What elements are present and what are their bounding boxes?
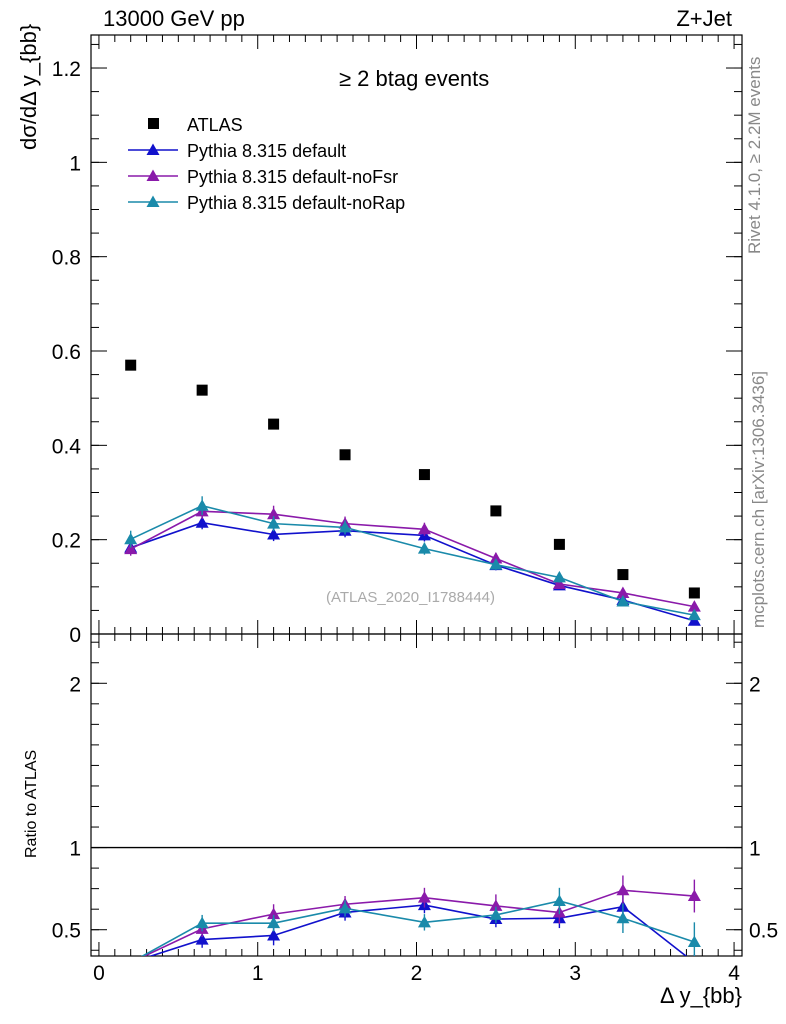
y-tick-label: 1 [69,152,81,175]
main-y-axis-label: dσ/dΔ y_{bb} [16,24,42,150]
y-tick-label: 1 [69,838,81,861]
ratio-data-point [267,907,281,920]
y-tick-label: 0.5 [52,920,81,943]
series-0 [125,359,700,599]
x-tick-label: 2 [411,962,423,985]
ratio-data-point [195,933,209,945]
x-tick-label: 1 [252,962,264,985]
legend-label: Pythia 8.315 default-noRap [187,193,405,213]
data-point-atlas [688,587,700,599]
data-point [687,600,701,612]
data-point-atlas [490,505,502,517]
data-point [552,570,566,583]
data-point [267,517,281,529]
data-point-atlas [268,418,280,430]
y-tick-label-right: 0.5 [749,920,778,943]
data-point-atlas [125,359,137,371]
mcplots-label: mcplots.cern.ch [arXiv:1306.3436] [749,370,768,628]
y-tick-label: 0.2 [52,530,81,553]
ratio-data-point [687,889,701,902]
ratio-data-point [552,894,566,906]
series-1 [124,516,701,626]
y-tick-label: 1.2 [52,58,81,81]
selection-label: ≥ 2 btag events [339,66,490,91]
ratio-x-axis-label: Δ y_{bb} [660,983,742,1008]
ratio-plot-area [124,875,701,968]
ratio-data-point [267,916,281,929]
ratio-series-line [148,904,688,956]
y-tick-label: 0.8 [52,247,81,270]
legend-marker-atlas [148,118,159,129]
data-point-atlas [196,384,208,396]
ratio-y-axis-label: Ratio to ATLAS [23,749,40,858]
x-tick-label: 3 [569,962,581,985]
ratio-data-point [489,899,503,911]
data-point [124,532,138,545]
ratio-data-point [687,935,701,948]
ratio-data-point [267,928,281,941]
data-point [338,520,352,533]
ratio-series-0 [124,893,701,968]
data-point [489,552,503,564]
ratio-data-point [616,883,630,896]
ratio-data-point [417,891,431,903]
main-plot-area [124,359,701,626]
data-point-atlas [617,569,629,581]
data-point [417,522,431,535]
legend-marker [146,169,160,181]
panel-frame [90,633,743,957]
data-point [616,594,630,607]
data-point [267,527,281,540]
y-tick-label: 0 [69,624,81,647]
series-3 [124,496,701,621]
ratio-series-1 [124,875,701,968]
main-y-axis-label-text: dσ/dΔ y_{bb} [16,23,41,150]
y-tick-label: 2 [69,673,81,696]
ratio-data-point [124,956,137,968]
x-tick-label: 0 [93,962,105,985]
legend: ATLAS Pythia 8.315 default Pythia 8.315 de… [128,115,405,213]
analysis-id: (ATLAS_2020_I1788444) [326,589,496,606]
series-line [130,521,695,622]
ratio-data-point [688,956,701,968]
ratio-series-2 [124,887,701,968]
y-tick-label-right: 1 [749,838,761,861]
data-point-atlas [553,538,565,550]
data-point-atlas [339,449,351,461]
legend-marker [146,195,160,207]
energy-label: 13000 GeV pp [103,6,245,31]
data-point-atlas [418,469,430,481]
y-tick-label: 0.4 [52,435,82,458]
y-tick-label-right: 2 [749,673,761,696]
ratio-data-point [489,908,503,920]
ratio-series-line [142,889,695,956]
data-point [124,542,138,555]
x-tick-label: 4 [728,962,740,985]
data-point [489,558,503,570]
data-point [195,499,209,511]
y-tick-label: 0.6 [52,341,81,364]
ratio-panel: 0.5 0.5 1 1 2 2 0 1 2 3 4 [52,633,778,985]
ratio-data-point [124,956,137,968]
ratio-data-point [616,911,630,924]
legend-label: Pythia 8.315 default [187,141,346,161]
legend-label: ATLAS [187,115,243,135]
data-point [195,516,209,528]
process-label: Z+Jet [676,6,732,31]
data-point [267,507,281,520]
data-point [417,542,431,554]
ratio-series-line [140,900,695,956]
ratio-data-point [338,901,352,914]
legend-marker [146,143,160,155]
rivet-label: Rivet 4.1.0, ≥ 2.2M events [745,56,764,254]
ratio-data-point [124,956,137,968]
data-point [616,586,630,598]
data-point [687,608,701,621]
ratio-data-point [195,916,209,929]
ratio-data-point [417,915,431,928]
data-point [552,577,566,590]
main-panel: 0 0.2 0.4 0.6 0.8 1 1.2 [52,34,743,647]
legend-label: Pythia 8.315 default-noFsr [187,167,398,187]
